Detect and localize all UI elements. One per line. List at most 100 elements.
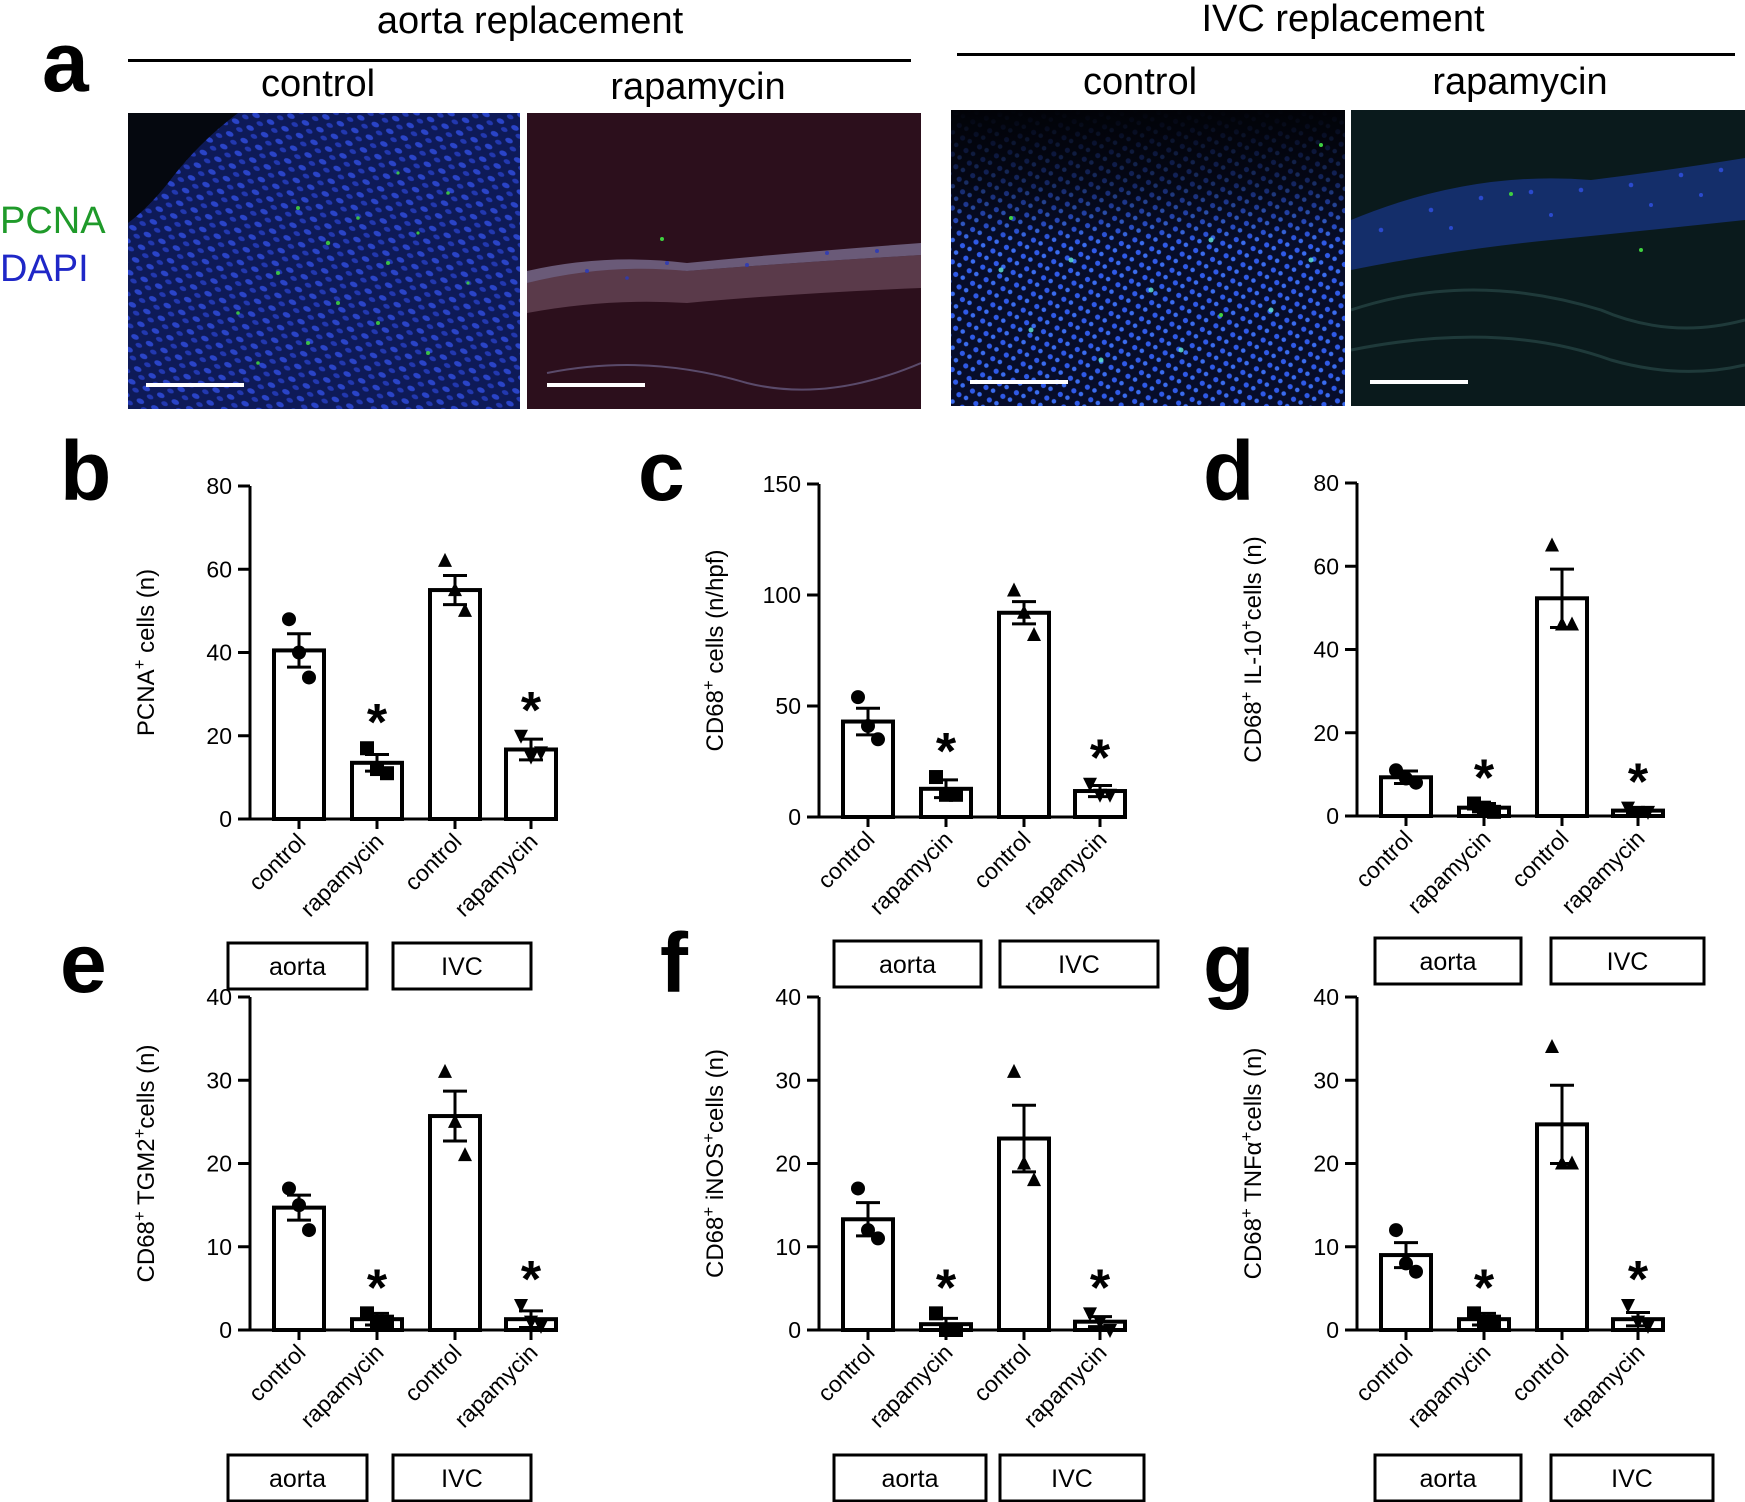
y-tick-label: 50 [775, 693, 801, 719]
data-point [458, 602, 472, 617]
data-point [282, 612, 296, 627]
data-point [1017, 1155, 1031, 1170]
y-tick-label: 40 [1313, 984, 1339, 1010]
data-point [1641, 1319, 1655, 1334]
y-tick-label: 0 [219, 806, 232, 832]
y-tick-label: 30 [1313, 1067, 1339, 1093]
x-tick-label: rapamycin [1402, 825, 1495, 918]
significance-star: * [1090, 1259, 1111, 1317]
scale-bar [1370, 380, 1468, 384]
data-point [929, 1306, 943, 1321]
data-point [861, 1223, 875, 1238]
bar [997, 610, 1051, 820]
significance-star: * [367, 694, 388, 752]
micrograph-aorta-control [128, 113, 520, 409]
data-point [1027, 626, 1041, 641]
group-title-aorta: aorta replacement [376, 0, 684, 42]
data-point [458, 1147, 472, 1162]
y-tick-label: 0 [1326, 1317, 1339, 1343]
group-label: aorta [882, 1465, 939, 1493]
data-point [871, 732, 885, 747]
y-tick-label: 10 [206, 1234, 232, 1260]
group-label: IVC [1058, 951, 1100, 979]
y-axis-label: CD68+ iNOS+cells (n) [699, 1049, 730, 1278]
x-tick-label: rapamycin [1556, 825, 1649, 918]
group-label: aorta [879, 951, 936, 979]
significance-star: * [521, 1251, 542, 1309]
data-point [1621, 801, 1635, 816]
group-label: IVC [441, 1465, 483, 1493]
data-point [1083, 1307, 1097, 1322]
x-tick-label: rapamycin [449, 1339, 542, 1432]
group-rule-ivc [957, 53, 1735, 56]
data-point [1545, 1038, 1559, 1053]
stain-legend-pcna: PCNA [0, 200, 106, 242]
x-tick-label: control [243, 828, 310, 895]
bar [1535, 596, 1589, 819]
chart-panel-b: b 0 20 40 60 80 PCNA+ cells (n) control * rapamyc… [60, 424, 558, 991]
panel-label-f: f [660, 916, 689, 1010]
micrograph-ivc-control [951, 110, 1345, 406]
x-tick-label: control [968, 826, 1035, 893]
data-point [524, 750, 538, 765]
x-tick-label: control [399, 828, 466, 895]
y-tick-label: 10 [775, 1234, 801, 1260]
x-tick-label: rapamycin [449, 828, 542, 921]
significance-star: * [1474, 1259, 1495, 1317]
data-point [1545, 537, 1559, 552]
group-box [391, 1453, 533, 1502]
panel-label-e: e [60, 916, 107, 1010]
y-tick-label: 40 [206, 640, 232, 666]
data-point [1389, 763, 1403, 778]
y-tick-label: 0 [788, 1317, 801, 1343]
group-box [998, 939, 1160, 989]
data-point [282, 1181, 296, 1196]
bar [272, 648, 326, 822]
data-point [1083, 777, 1097, 792]
x-tick-label: rapamycin [295, 1339, 388, 1432]
scale-bar [146, 383, 244, 387]
condition-aorta-control: control [260, 63, 376, 105]
y-tick-label: 20 [775, 1151, 801, 1177]
x-tick-label: control [968, 1339, 1035, 1406]
group-box [226, 1453, 369, 1502]
data-point [514, 1299, 528, 1314]
data-point [1093, 788, 1107, 803]
x-tick-label: rapamycin [864, 826, 957, 919]
data-point [292, 645, 306, 660]
data-point [360, 741, 374, 756]
data-point [1555, 1155, 1569, 1170]
y-axis-label: CD68+ IL-10+cells (n) [1237, 536, 1268, 762]
significance-star: * [1628, 754, 1649, 812]
x-tick-label: rapamycin [1556, 1339, 1649, 1432]
group-label: IVC [1051, 1465, 1093, 1493]
group-label: IVC [441, 953, 483, 981]
x-tick-label: control [1350, 825, 1417, 892]
data-point [448, 1113, 462, 1128]
group-label: aorta [1420, 1465, 1477, 1493]
group-label: IVC [1611, 1465, 1653, 1493]
data-point [949, 1323, 963, 1337]
data-point [514, 729, 528, 744]
data-point [871, 1231, 885, 1246]
bar [272, 1205, 326, 1333]
x-tick-label: control [399, 1339, 466, 1406]
data-point [851, 1181, 865, 1196]
y-tick-label: 20 [206, 1151, 232, 1177]
significance-star: * [521, 682, 542, 740]
data-point [1641, 805, 1655, 820]
significance-star: * [1628, 1251, 1649, 1309]
data-point [302, 1223, 316, 1238]
group-label: aorta [269, 953, 326, 981]
group-title-ivc: IVC replacement [1201, 0, 1485, 40]
data-point [302, 670, 316, 685]
x-tick-label: rapamycin [1018, 1339, 1111, 1432]
group-box [391, 941, 533, 991]
bar [428, 588, 482, 821]
y-tick-label: 60 [206, 556, 232, 582]
data-point [1555, 616, 1569, 631]
group-box [998, 1453, 1146, 1502]
